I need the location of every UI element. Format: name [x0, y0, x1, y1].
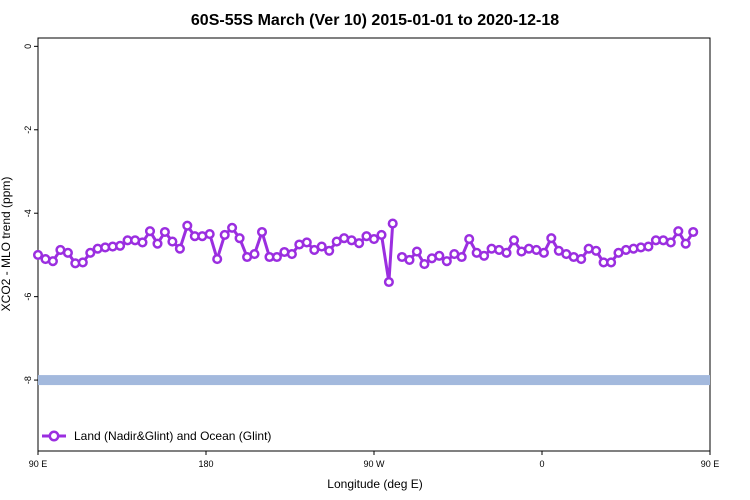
data-point-0-26 [227, 222, 238, 233]
data-point-0-16 [152, 238, 163, 249]
data-point-1-8 [456, 251, 467, 263]
series-layer [32, 218, 699, 288]
data-point-0-36 [301, 237, 312, 248]
data-point-1-15 [508, 235, 520, 246]
data-point-0-27 [234, 233, 245, 244]
x-tick-label-0: 90 E [29, 459, 48, 469]
data-point-0-29 [249, 249, 260, 260]
data-point-0-45 [368, 234, 380, 245]
y-tick-label-4: -8 [23, 376, 33, 384]
x-tick-label-4: 90 E [701, 459, 720, 469]
data-point-0-15 [144, 226, 156, 237]
data-point-0-0 [32, 249, 44, 260]
chart-title: 60S-55S March (Ver 10) 2015-01-01 to 202… [191, 12, 559, 29]
data-point-1-11 [479, 250, 490, 261]
data-point-0-11 [115, 240, 126, 251]
data-point-0-39 [324, 245, 335, 256]
data-point-1-39 [688, 226, 699, 238]
band-rect [38, 375, 710, 386]
data-point-0-48 [387, 218, 398, 229]
data-point-0-38 [316, 241, 327, 252]
data-point-0-18 [167, 236, 178, 247]
x-tick-label-3: 0 [539, 459, 544, 469]
data-point-1-1 [404, 254, 415, 265]
data-point-1-6 [441, 256, 452, 267]
data-point-1-5 [434, 250, 445, 261]
y-tick-label-2: -4 [23, 209, 33, 217]
data-point-1-24 [576, 254, 587, 265]
data-point-0-30 [256, 226, 268, 238]
data-point-1-36 [665, 237, 676, 248]
data-point-0-34 [286, 249, 297, 260]
reference-band [38, 375, 710, 386]
data-point-1-33 [643, 241, 654, 252]
data-point-1-19 [538, 247, 549, 258]
data-point-1-26 [591, 245, 602, 256]
data-point-1-28 [606, 257, 617, 268]
y-tick-label-0: 0 [23, 44, 33, 49]
data-point-0-25 [219, 229, 230, 240]
data-point-0-17 [159, 226, 170, 238]
data-point-0-14 [137, 237, 148, 248]
data-point-0-6 [77, 257, 88, 268]
data-point-0-4 [62, 247, 73, 258]
data-point-1-37 [673, 226, 684, 237]
data-point-0-2 [47, 256, 58, 267]
legend-marker [48, 430, 60, 442]
data-point-0-23 [204, 229, 215, 240]
data-point-0-32 [271, 251, 282, 263]
data-point-0-24 [212, 254, 223, 265]
data-point-0-46 [376, 229, 387, 240]
x-tick-label-2: 90 W [363, 459, 385, 469]
data-point-1-38 [680, 238, 691, 249]
data-point-0-43 [354, 238, 365, 249]
data-point-1-9 [464, 234, 475, 245]
data-point-0-7 [85, 247, 96, 258]
data-point-1-2 [411, 246, 422, 257]
y-axis: 0 -2 -4 -6 -8 [23, 44, 38, 384]
x-axis: 90 E 180 90 W 0 90 E [29, 451, 720, 469]
data-point-0-47 [383, 276, 394, 288]
data-point-0-20 [182, 220, 193, 231]
data-point-1-20 [546, 233, 557, 244]
legend-label: Land (Nadir&Glint) and Ocean (Glint) [74, 429, 271, 443]
data-point-1-14 [501, 247, 512, 258]
x-axis-label: Longitude (deg E) [327, 477, 422, 491]
y-tick-label-3: -6 [23, 293, 33, 301]
data-point-0-19 [174, 243, 185, 254]
data-point-1-3 [419, 259, 430, 270]
x-tick-label-1: 180 [198, 459, 213, 469]
y-axis-label: XCO2 - MLO trend (ppm) [0, 177, 13, 312]
y-tick-label-1: -2 [23, 126, 33, 134]
legend: Land (Nadir&Glint) and Ocean (Glint) [42, 429, 271, 443]
